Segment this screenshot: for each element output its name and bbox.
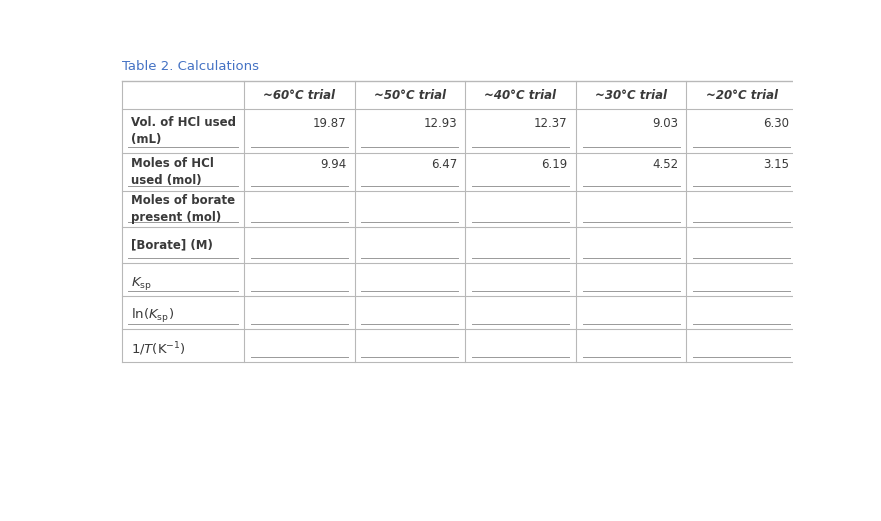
Text: ~20°C trial: ~20°C trial (706, 89, 778, 102)
Text: 4.52: 4.52 (652, 158, 678, 171)
Text: 12.93: 12.93 (424, 117, 457, 130)
Text: $\mathregular{ln}(K_{\mathregular{sp}})$: $\mathregular{ln}(K_{\mathregular{sp}})$ (130, 307, 174, 326)
Text: Moles of HCl
used (mol): Moles of HCl used (mol) (130, 157, 213, 187)
Text: 6.19: 6.19 (541, 158, 567, 171)
Text: 9.03: 9.03 (652, 117, 678, 130)
Text: 9.94: 9.94 (320, 158, 346, 171)
Text: ~50°C trial: ~50°C trial (374, 89, 446, 102)
Text: ~30°C trial: ~30°C trial (595, 89, 667, 102)
Text: 12.37: 12.37 (534, 117, 567, 130)
Text: $K_{\mathregular{sp}}$: $K_{\mathregular{sp}}$ (130, 275, 152, 292)
Text: $1/T\mathregular{(K^{-1})}$: $1/T\mathregular{(K^{-1})}$ (130, 341, 186, 358)
Text: 6.30: 6.30 (763, 117, 788, 130)
Text: 6.47: 6.47 (431, 158, 457, 171)
Text: 3.15: 3.15 (763, 158, 788, 171)
Text: ~60°C trial: ~60°C trial (263, 89, 336, 102)
Text: ~40°C trial: ~40°C trial (485, 89, 557, 102)
Text: Table 2. Calculations: Table 2. Calculations (122, 60, 259, 73)
Text: [Borate] (M): [Borate] (M) (130, 239, 212, 252)
Text: Vol. of HCl used
(mL): Vol. of HCl used (mL) (130, 116, 235, 146)
Text: Moles of borate
present (mol): Moles of borate present (mol) (130, 194, 234, 224)
Text: 19.87: 19.87 (313, 117, 346, 130)
